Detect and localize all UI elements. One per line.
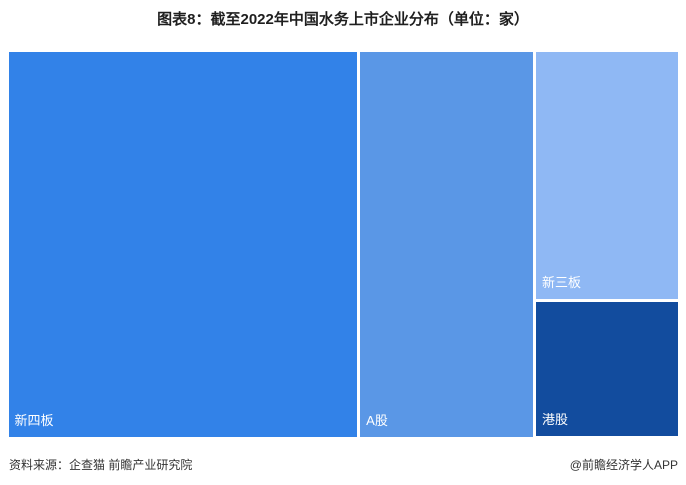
treemap-tile: 港股 (535, 302, 679, 437)
treemap-tile: 新四板 (8, 51, 358, 437)
treemap-tile-label: 新四板 (14, 412, 54, 428)
treemap-tile: A股 (360, 51, 533, 437)
treemap-tile-label: 港股 (541, 412, 568, 428)
source-note: 资料来源：企查猫 前瞻产业研究院 (9, 458, 193, 472)
treemap-tile-label: 新三板 (541, 275, 581, 291)
treemap-plot: 新四板 A股 新三板港股 (7, 50, 680, 438)
chart-title: 图表8：截至2022年中国水务上市企业分布（单位：家） (157, 11, 529, 28)
treemap-tile: 新三板 (535, 51, 679, 300)
brand-credit: @前瞻经济学人APP (569, 458, 678, 472)
treemap-tile-label: A股 (366, 412, 388, 428)
